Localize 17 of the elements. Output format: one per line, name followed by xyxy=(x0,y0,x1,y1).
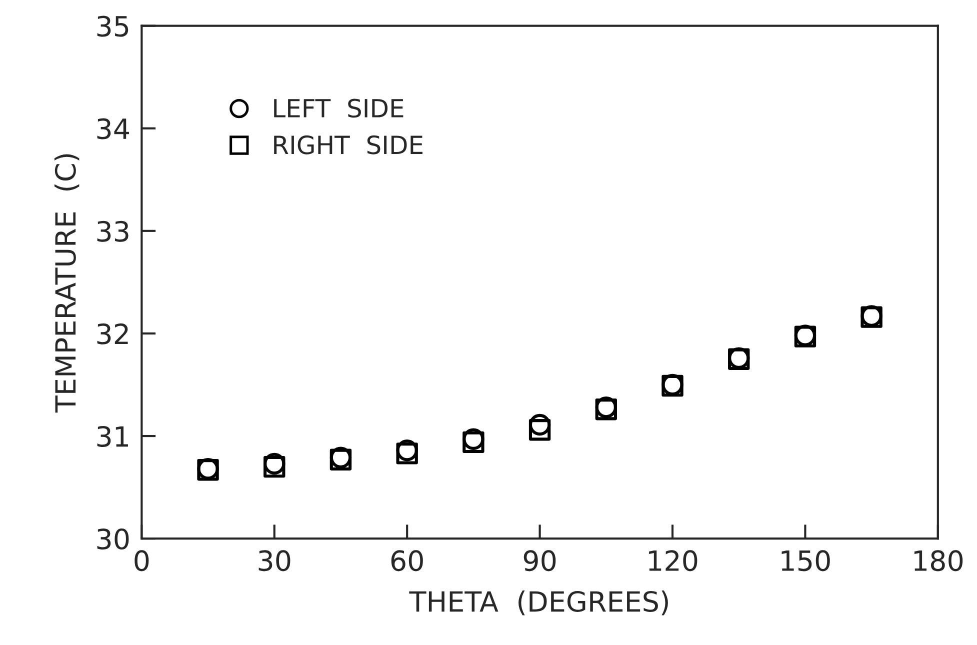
x-tick-label: 90 xyxy=(524,550,556,572)
legend-label: RIGHT SIDE xyxy=(274,135,422,154)
y-tick-label: 34 xyxy=(97,118,129,140)
x-tick-label: 150 xyxy=(782,550,830,572)
x-axis-title: THETA (DEGREES) xyxy=(409,590,668,616)
x-tick-label: 0 xyxy=(134,550,149,572)
legend-label: LEFT SIDE xyxy=(274,98,404,118)
y-tick-label: 33 xyxy=(97,220,128,242)
x-tick-label: 30 xyxy=(258,550,290,572)
y-tick-label: 32 xyxy=(97,323,128,344)
y-tick-label: 31 xyxy=(97,426,128,447)
y-axis-title: TEMPERATURE (C) xyxy=(54,154,80,413)
x-tick-label: 60 xyxy=(391,550,423,572)
y-tick-label: 30 xyxy=(97,528,129,550)
y-tick-label: 35 xyxy=(97,16,128,37)
x-tick-label: 120 xyxy=(649,550,698,572)
x-tick-label: 180 xyxy=(914,550,963,572)
